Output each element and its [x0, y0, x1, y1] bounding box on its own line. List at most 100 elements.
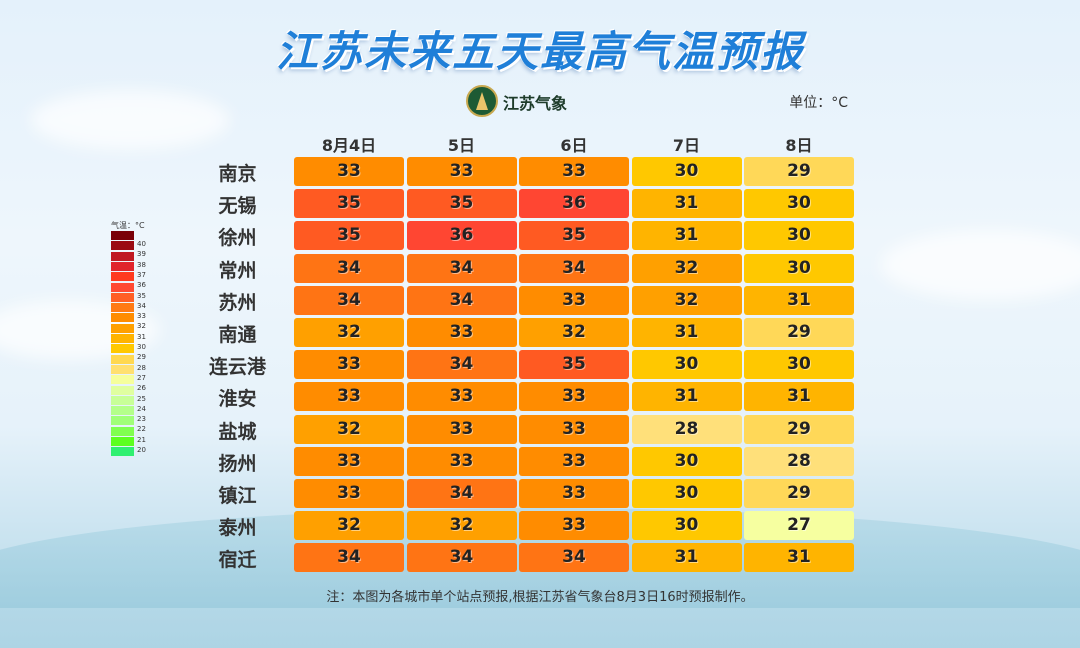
heatmap-cell: 33: [294, 479, 404, 508]
heatmap-cell: 33: [406, 382, 517, 412]
heatmap-cell: 35: [294, 221, 404, 251]
legend-label: 21: [137, 435, 146, 444]
heatmap-cell: 35: [294, 189, 404, 219]
heatmap-cell: 31: [631, 221, 742, 251]
legend-swatch: [111, 292, 134, 302]
column-header: 8月4日: [321, 136, 377, 155]
legend-label: 29: [137, 353, 146, 362]
background-cloud: [0, 300, 160, 360]
legend-title: 气温：°C: [111, 221, 145, 230]
heatmap-cell: 33: [294, 382, 404, 412]
heatmap-cell: 34: [406, 543, 517, 573]
legend-swatch: [111, 406, 134, 416]
heatmap-cell: 29: [744, 318, 854, 347]
heatmap-cell: 29: [744, 479, 854, 508]
legend-label: 31: [137, 332, 146, 341]
legend-swatch: [111, 395, 134, 405]
legend-label: 20: [137, 446, 146, 454]
heatmap-cell: 29: [744, 414, 854, 444]
legend-label: 34: [137, 301, 146, 310]
row-label-city: 淮安: [218, 388, 257, 411]
legend-label: 32: [137, 322, 146, 331]
row-label-city: 徐州: [218, 227, 257, 250]
heatmap-cell: 33: [519, 382, 629, 412]
heatmap-cell: 32: [631, 253, 742, 283]
legend-swatch: [111, 323, 134, 333]
heatmap-cell: 33: [406, 446, 517, 476]
heatmap-cell: 30: [631, 511, 742, 541]
legend-swatch: [111, 231, 134, 240]
legend-label: 23: [137, 415, 146, 424]
heatmap-cell: 32: [294, 318, 404, 347]
heatmap-cell: 31: [631, 543, 742, 573]
legend-label: 35: [137, 291, 146, 300]
heatmap-cell: 35: [519, 221, 629, 251]
legend-swatch: [111, 447, 134, 457]
row-label-city: 南通: [218, 324, 257, 346]
legend-swatch: [111, 303, 134, 313]
heatmap-cell: 35: [406, 189, 517, 219]
heatmap-cell: 32: [519, 318, 629, 347]
row-label-city: 宿迁: [218, 549, 257, 572]
heatmap-cell: 34: [406, 253, 517, 283]
background-cloud: [880, 230, 1080, 300]
row-label-city: 常州: [218, 259, 257, 282]
heatmap-cell: 33: [406, 318, 517, 347]
legend-label: 28: [137, 363, 146, 372]
heatmap-cell: 31: [744, 285, 854, 315]
heatmap-cell: 30: [744, 221, 854, 251]
heatmap-cell: 34: [406, 285, 517, 315]
background-cloud: [30, 90, 230, 150]
heatmap-cell: 33: [294, 350, 404, 380]
heatmap-cell: 28: [631, 414, 742, 444]
heatmap-cell: 33: [519, 479, 629, 508]
heatmap-cell: 33: [294, 157, 404, 186]
heatmap-cell: 34: [519, 543, 629, 573]
column-header: 8日: [785, 136, 813, 155]
heatmap-cell: 30: [631, 157, 742, 186]
heatmap-cell: 32: [294, 414, 404, 444]
row-label-city: 连云港: [208, 356, 266, 379]
row-label-city: 无锡: [218, 195, 257, 218]
legend-swatch: [111, 344, 134, 354]
row-label-city: 镇江: [218, 485, 257, 507]
heatmap-cell: 30: [744, 189, 854, 219]
unit-label: 单位：°C: [789, 95, 848, 111]
legend-label: 25: [137, 394, 146, 403]
legend-swatch: [111, 313, 134, 323]
column-header: 5日: [447, 136, 476, 155]
heatmap-cell: 30: [744, 253, 854, 283]
row-label-city: 苏州: [218, 291, 257, 314]
legend-label: 22: [137, 425, 146, 434]
row-label-city: 泰州: [218, 517, 257, 540]
heatmap-cell: 33: [519, 157, 629, 186]
heatmap-cell: 32: [406, 511, 517, 541]
page-title: 江苏未来五天最高气温预报: [275, 27, 804, 76]
heatmap-cell: 34: [519, 253, 629, 283]
heatmap-cell: 33: [519, 414, 629, 444]
heatmap-cell: 31: [744, 543, 854, 573]
heatmap-cell: 33: [406, 157, 517, 186]
footnote: 注：本图为各城市单个站点预报,根据江苏省气象台8月3日16时预报制作。: [326, 590, 754, 605]
legend-swatch: [111, 241, 134, 251]
heatmap-cell: 30: [744, 350, 854, 380]
heatmap-cell: 34: [294, 253, 404, 283]
legend-swatch: [111, 354, 134, 364]
heatmap-cell: 33: [519, 511, 629, 541]
legend-label: 36: [137, 281, 146, 290]
heatmap-cell: 31: [744, 382, 854, 412]
legend-label: 38: [137, 260, 146, 269]
legend-label: 40: [137, 240, 146, 248]
column-header: 6日: [560, 136, 588, 155]
legend-label: 37: [137, 270, 146, 279]
heatmap-cell: 36: [519, 189, 629, 219]
legend-swatch: [111, 272, 134, 282]
heatmap-cell: 28: [744, 446, 854, 476]
legend-label: 33: [137, 312, 146, 321]
heatmap-cell: 34: [294, 285, 404, 315]
legend-label: 24: [137, 404, 146, 413]
heatmap-cell: 31: [631, 189, 742, 219]
heatmap-cell: 33: [406, 414, 517, 444]
logo-text: 江苏气象: [503, 94, 568, 113]
legend-swatch: [111, 385, 134, 395]
